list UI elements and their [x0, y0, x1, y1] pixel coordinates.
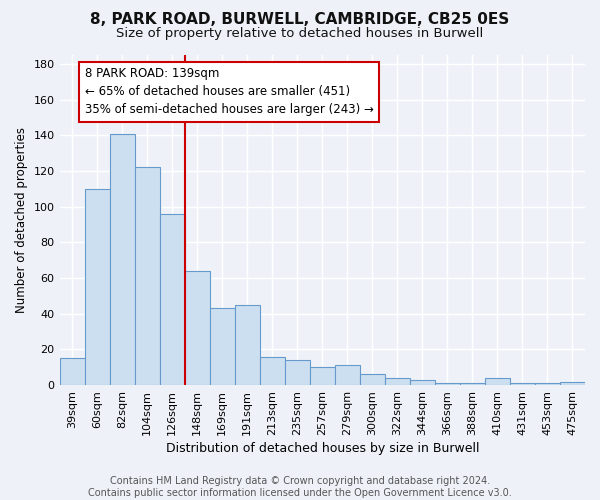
Bar — [285, 360, 310, 385]
Bar — [360, 374, 385, 385]
Bar — [260, 356, 285, 385]
Bar — [535, 384, 560, 385]
Bar — [335, 366, 360, 385]
Bar — [460, 384, 485, 385]
X-axis label: Distribution of detached houses by size in Burwell: Distribution of detached houses by size … — [166, 442, 479, 455]
Text: 8 PARK ROAD: 139sqm
← 65% of detached houses are smaller (451)
35% of semi-detac: 8 PARK ROAD: 139sqm ← 65% of detached ho… — [85, 68, 373, 116]
Y-axis label: Number of detached properties: Number of detached properties — [15, 127, 28, 313]
Bar — [485, 378, 510, 385]
Bar — [134, 168, 160, 385]
Bar — [385, 378, 410, 385]
Bar — [510, 384, 535, 385]
Bar — [310, 367, 335, 385]
Bar — [235, 305, 260, 385]
Text: Size of property relative to detached houses in Burwell: Size of property relative to detached ho… — [116, 28, 484, 40]
Bar — [185, 271, 209, 385]
Bar — [160, 214, 185, 385]
Bar — [59, 358, 85, 385]
Bar — [85, 189, 110, 385]
Bar — [209, 308, 235, 385]
Text: Contains HM Land Registry data © Crown copyright and database right 2024.
Contai: Contains HM Land Registry data © Crown c… — [88, 476, 512, 498]
Text: 8, PARK ROAD, BURWELL, CAMBRIDGE, CB25 0ES: 8, PARK ROAD, BURWELL, CAMBRIDGE, CB25 0… — [91, 12, 509, 28]
Bar — [560, 382, 585, 385]
Bar — [410, 380, 435, 385]
Bar — [435, 384, 460, 385]
Bar — [110, 134, 134, 385]
